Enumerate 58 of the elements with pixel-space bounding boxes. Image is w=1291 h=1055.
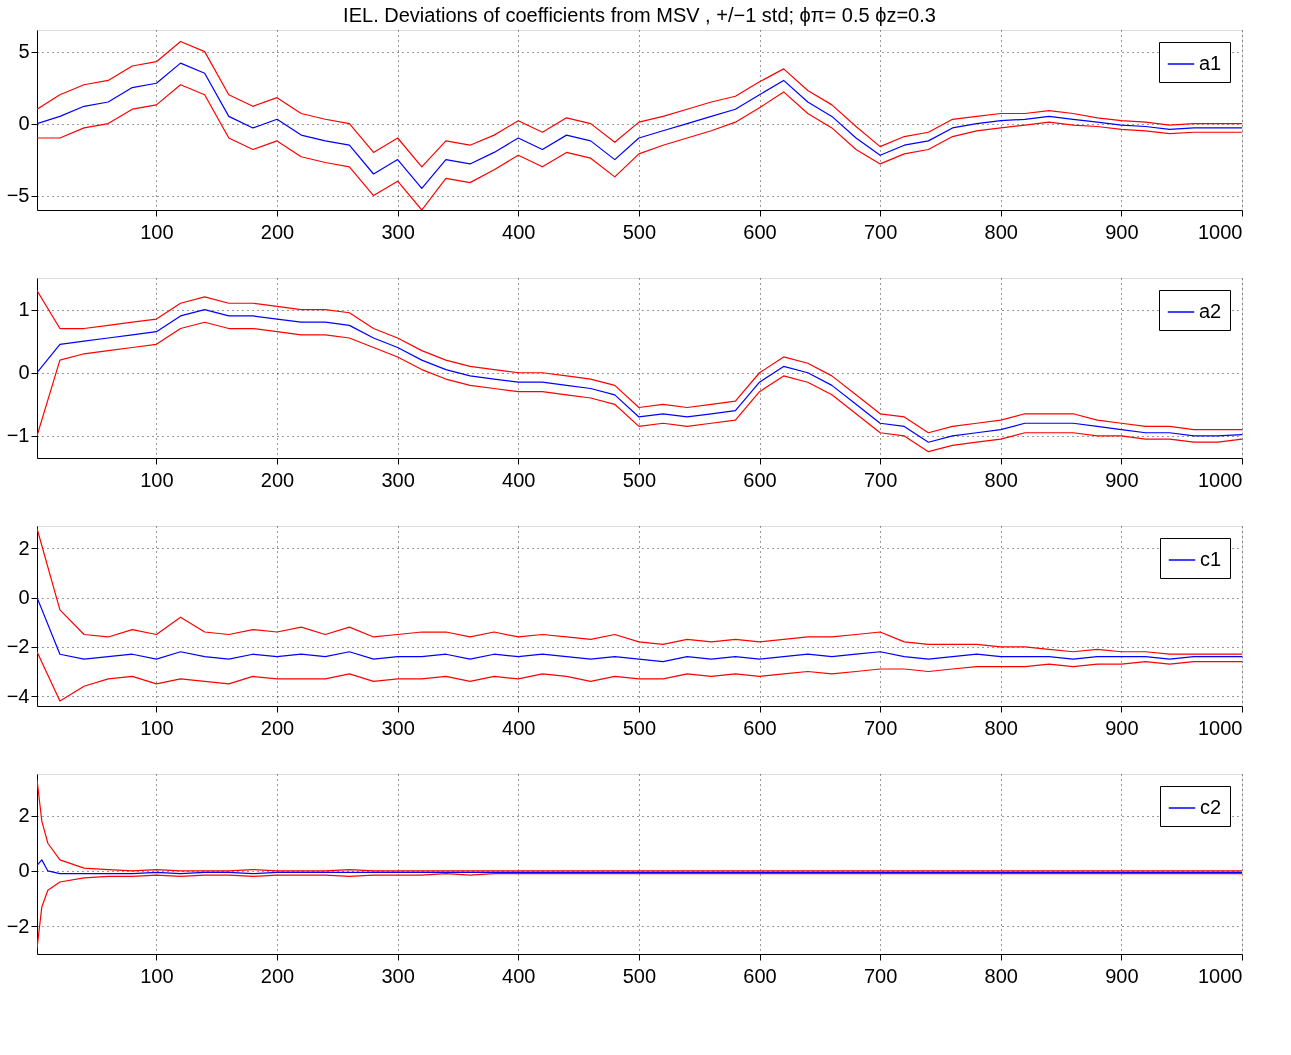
x-tick-label: 100 [140,220,174,243]
x-tick-label: 700 [863,220,898,243]
x-tick-label: 1000 [1198,220,1243,243]
x-tick-label: 800 [984,220,1018,243]
x-tick-label: 1000 [1198,716,1243,739]
x-tick-label: 900 [1105,220,1139,243]
x-tick-label: 400 [502,220,536,243]
x-tick-label: 600 [743,716,777,739]
x-tick-label: 500 [622,468,657,491]
y-tick-label: 0 [18,586,30,609]
x-tick-label: 900 [1105,716,1139,739]
x-tick-label: 500 [622,964,657,987]
x-tick-label: 600 [743,468,777,491]
x-tick-label: 900 [1105,964,1139,987]
x-tick-label: 1000 [1198,468,1243,491]
x-tick-label: 800 [984,964,1018,987]
x-tick-label: 200 [260,220,295,243]
x-tick-label: 600 [743,220,777,243]
x-tick-label: 300 [381,220,415,243]
x-tick-label: 800 [984,468,1018,491]
x-tick-label: 100 [140,468,174,491]
y-tick-label: −2 [6,914,30,937]
x-tick-label: 300 [381,964,415,987]
x-tick-label: 500 [622,220,657,243]
y-tick-label: −4 [6,684,30,707]
x-tick-label: 100 [140,964,174,987]
legend-label: c1 [1200,548,1222,570]
y-tick-label: 0 [18,112,30,135]
y-tick-label: −1 [6,424,30,447]
x-tick-label: 800 [984,716,1018,739]
x-tick-label: 700 [863,468,898,491]
y-tick-label: 5 [18,40,30,63]
x-tick-label: 400 [502,468,536,491]
x-tick-label: 300 [381,468,415,491]
x-tick-label: 400 [502,964,536,987]
legend-label: a2 [1199,300,1222,322]
x-tick-label: 200 [260,468,295,491]
legend-label: c2 [1200,796,1222,818]
x-tick-label: 1000 [1198,964,1243,987]
x-tick-label: 700 [863,716,898,739]
x-tick-label: 100 [140,716,174,739]
x-tick-label: 200 [260,964,295,987]
y-tick-label: 0 [18,361,30,384]
x-tick-label: 600 [743,964,777,987]
x-tick-label: 400 [502,716,536,739]
y-tick-label: 0 [18,859,30,882]
x-tick-label: 900 [1105,468,1139,491]
x-tick-label: 500 [622,716,657,739]
y-tick-label: 2 [18,804,30,827]
chart-title: IEL. Deviations of coefficients from MSV , +/−1 std; ϕπ= 0.5 ϕz=0.3 [343,4,936,26]
y-tick-label: −5 [6,184,30,207]
y-tick-label: 2 [18,536,30,559]
x-tick-label: 200 [260,716,295,739]
y-tick-label: 1 [18,298,30,321]
x-tick-label: 300 [381,716,415,739]
legend-label: a1 [1199,52,1222,74]
y-tick-label: −2 [6,635,30,658]
x-tick-label: 700 [863,964,898,987]
